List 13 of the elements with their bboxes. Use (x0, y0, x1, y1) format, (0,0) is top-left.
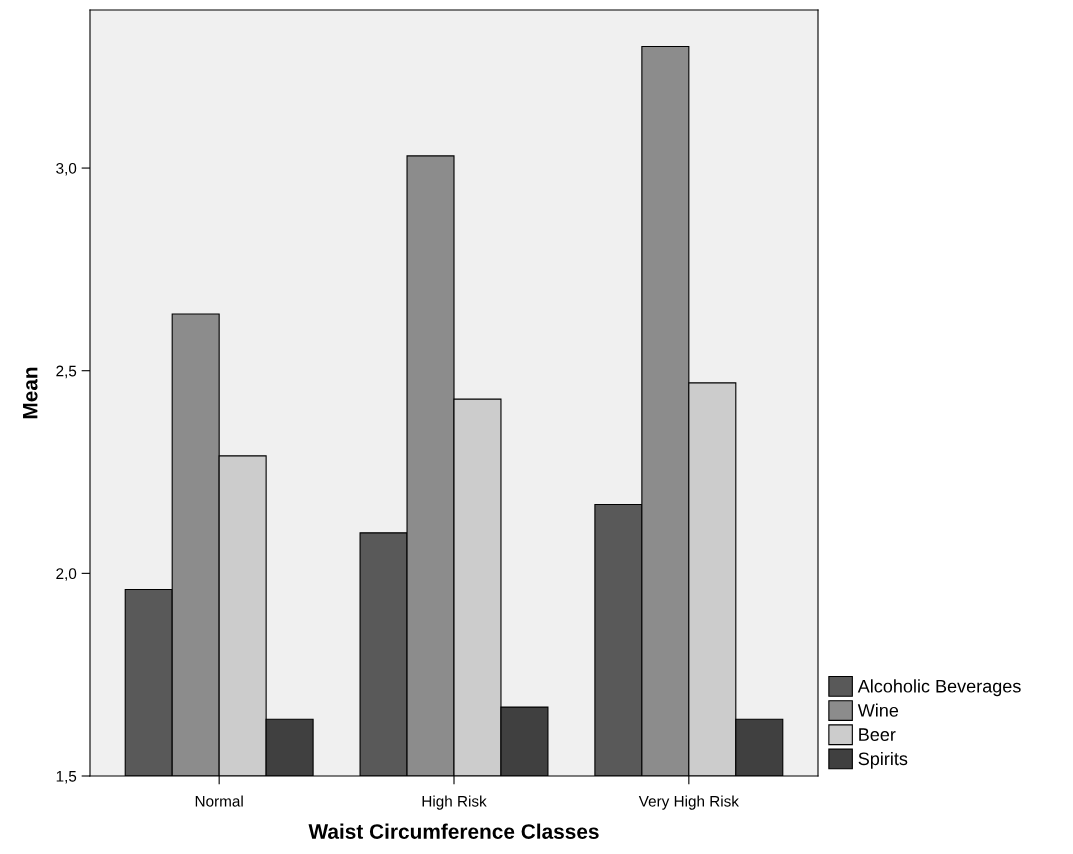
y-tick-label: 1,5 (56, 771, 77, 784)
legend-label: Spirits (858, 751, 908, 769)
y-tick-label: 2,0 (56, 568, 77, 581)
legend-label: Wine (857, 703, 899, 717)
x-axis-title: Waist Circumference Classes (308, 823, 599, 839)
y-axis-title: Mean (23, 367, 38, 419)
y-tick-label: 3,0 (56, 162, 77, 176)
x-tick-label: High Risk (422, 795, 487, 810)
y-tick-label: 2,5 (56, 365, 77, 379)
legend-label: Alcoholic Beverages (857, 679, 1021, 697)
legend-label: Beer (859, 728, 896, 741)
x-tick-label: Very High Risk (638, 795, 739, 810)
x-tick-label: Normal (195, 795, 243, 807)
